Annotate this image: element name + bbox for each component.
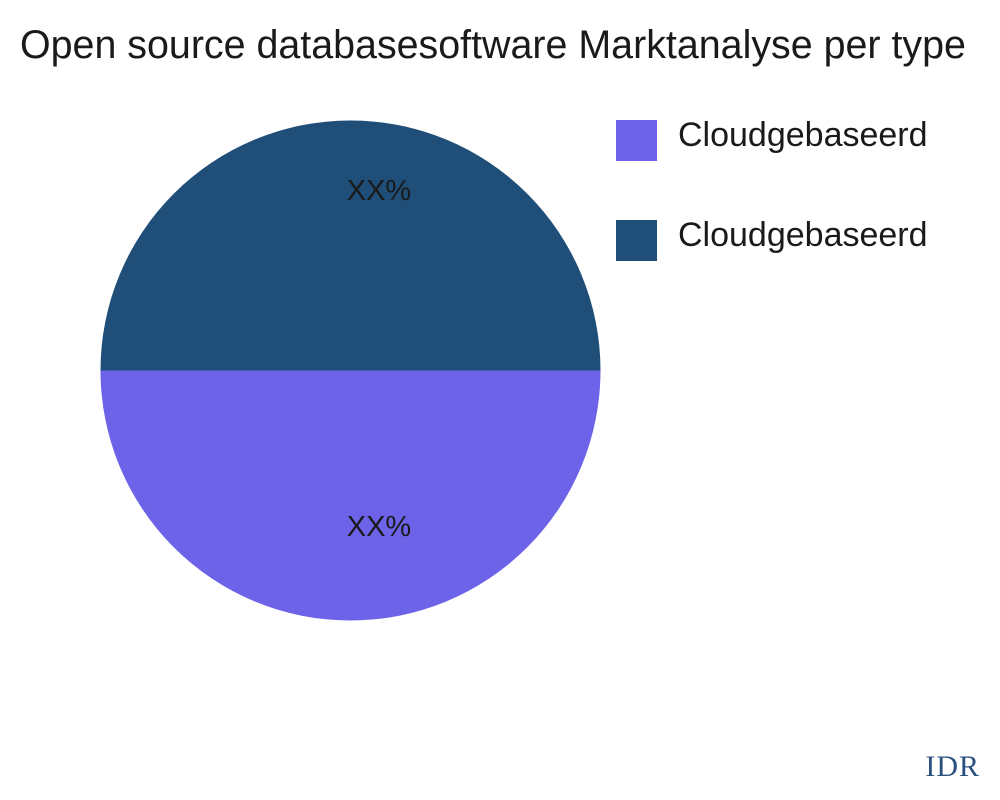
svg-text:XX%: XX% <box>347 175 411 207</box>
svg-text:XX%: XX% <box>347 511 411 543</box>
